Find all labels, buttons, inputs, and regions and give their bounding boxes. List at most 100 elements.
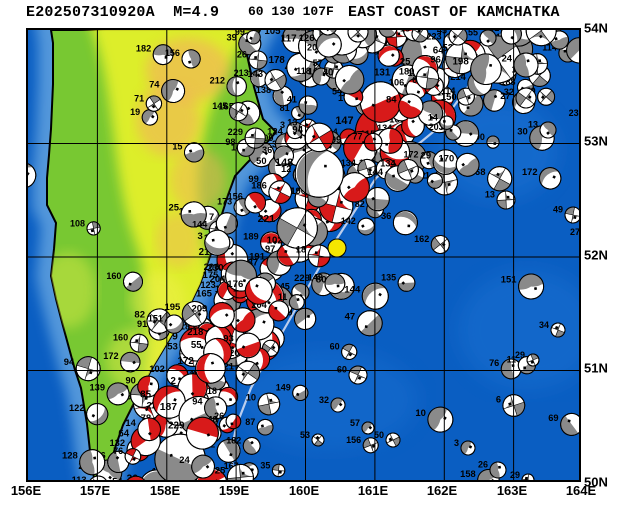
svg-text:57: 57 (350, 418, 360, 428)
svg-text:30: 30 (517, 127, 528, 138)
svg-text:29: 29 (510, 470, 520, 480)
svg-text:142: 142 (341, 216, 356, 226)
svg-text:187: 187 (160, 402, 178, 413)
svg-text:3: 3 (454, 438, 459, 448)
svg-text:13: 13 (485, 189, 495, 199)
svg-text:126: 126 (299, 33, 315, 44)
svg-text:221: 221 (258, 214, 276, 225)
svg-text:172: 172 (103, 351, 118, 361)
svg-text:69: 69 (548, 413, 558, 423)
svg-text:105: 105 (264, 30, 281, 37)
svg-text:6: 6 (496, 394, 501, 404)
svg-text:182: 182 (136, 44, 151, 54)
svg-text:64: 64 (433, 46, 444, 57)
svg-text:11: 11 (278, 292, 288, 302)
svg-text:13: 13 (528, 120, 538, 130)
svg-text:24: 24 (179, 454, 190, 465)
svg-text:55: 55 (191, 340, 202, 351)
svg-text:172: 172 (403, 150, 418, 160)
svg-text:76: 76 (489, 358, 499, 368)
svg-text:162: 162 (414, 234, 429, 244)
svg-text:10: 10 (415, 408, 426, 419)
svg-text:160: 160 (113, 333, 128, 343)
svg-text:25: 25 (169, 203, 180, 214)
svg-text:118: 118 (296, 66, 311, 76)
svg-text:186: 186 (251, 180, 267, 191)
svg-text:218: 218 (187, 327, 204, 338)
svg-text:229: 229 (228, 127, 243, 137)
svg-text:94: 94 (292, 125, 303, 136)
svg-text:14: 14 (125, 417, 136, 428)
svg-text:36: 36 (381, 210, 391, 221)
svg-text:212: 212 (210, 75, 225, 85)
svg-text:180: 180 (399, 67, 415, 77)
svg-text:170: 170 (439, 152, 455, 163)
svg-text:189: 189 (243, 231, 259, 241)
svg-text:35: 35 (260, 461, 270, 471)
svg-text:87: 87 (245, 417, 255, 427)
svg-text:41: 41 (287, 94, 297, 104)
svg-text:102: 102 (149, 364, 165, 374)
svg-text:57: 57 (313, 58, 323, 68)
svg-text:178: 178 (269, 55, 286, 66)
svg-text:204: 204 (210, 274, 227, 285)
svg-text:45: 45 (437, 30, 447, 35)
svg-text:7: 7 (209, 212, 214, 222)
svg-text:82: 82 (134, 309, 145, 320)
svg-text:230: 230 (207, 263, 224, 274)
svg-text:151: 151 (148, 313, 163, 323)
svg-text:145: 145 (212, 101, 227, 111)
svg-text:3: 3 (198, 231, 203, 242)
svg-text:117: 117 (281, 34, 297, 45)
svg-text:3: 3 (280, 120, 285, 130)
svg-text:34: 34 (539, 320, 549, 330)
svg-text:90: 90 (125, 375, 135, 385)
svg-text:134: 134 (341, 158, 357, 168)
svg-text:32: 32 (504, 87, 514, 97)
svg-text:85: 85 (140, 389, 151, 400)
svg-text:198: 198 (452, 57, 469, 68)
svg-text:148: 148 (308, 273, 323, 283)
svg-text:149: 149 (276, 383, 291, 393)
svg-text:147: 147 (335, 115, 353, 127)
svg-text:64: 64 (118, 429, 129, 440)
svg-text:148: 148 (275, 157, 293, 169)
svg-text:54: 54 (112, 475, 123, 482)
svg-text:113: 113 (72, 475, 87, 482)
svg-text:172: 172 (522, 167, 538, 177)
svg-text:55: 55 (468, 30, 478, 38)
svg-text:76: 76 (113, 446, 123, 456)
svg-text:94: 94 (192, 397, 203, 407)
svg-text:23: 23 (569, 108, 579, 118)
svg-text:74: 74 (149, 79, 160, 90)
svg-text:14: 14 (428, 113, 438, 123)
svg-text:26: 26 (214, 411, 224, 421)
svg-text:122: 122 (69, 403, 85, 413)
svg-text:53: 53 (167, 341, 178, 352)
svg-text:165: 165 (196, 288, 213, 299)
svg-text:50: 50 (256, 156, 266, 166)
svg-text:94: 94 (64, 356, 75, 367)
svg-text:24: 24 (502, 52, 513, 63)
svg-text:49: 49 (553, 205, 563, 215)
svg-text:151: 151 (501, 275, 518, 286)
svg-text:182: 182 (226, 435, 241, 445)
svg-text:144: 144 (344, 284, 361, 295)
svg-text:15: 15 (400, 30, 410, 34)
svg-text:18: 18 (207, 386, 217, 396)
svg-text:36: 36 (262, 145, 272, 155)
svg-text:209: 209 (191, 303, 207, 314)
svg-text:156: 156 (228, 192, 243, 202)
svg-text:29: 29 (515, 350, 525, 360)
svg-text:156: 156 (346, 435, 361, 445)
svg-text:128: 128 (62, 451, 78, 462)
svg-text:40: 40 (323, 67, 334, 78)
svg-text:93: 93 (223, 334, 234, 345)
svg-text:135: 135 (381, 272, 396, 282)
svg-text:71: 71 (134, 93, 144, 103)
svg-text:160: 160 (106, 271, 121, 281)
svg-text:176: 176 (227, 279, 243, 290)
svg-text:143: 143 (247, 69, 263, 79)
svg-text:229: 229 (168, 420, 185, 431)
svg-text:50: 50 (374, 430, 384, 440)
